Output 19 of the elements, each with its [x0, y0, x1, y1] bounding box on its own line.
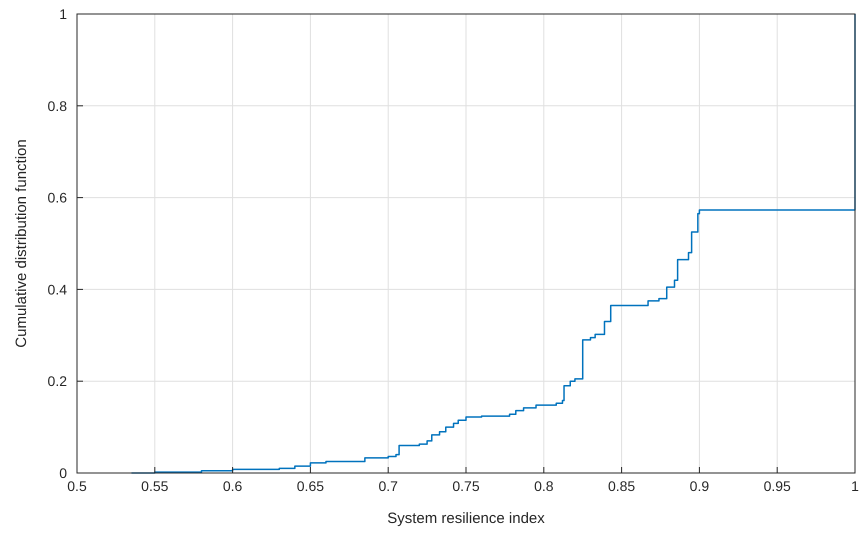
x-tick-label: 0.85	[608, 478, 636, 494]
x-tick-label: 0.5	[67, 478, 87, 494]
y-tick-label: 0.6	[48, 190, 68, 206]
x-tick-label: 1	[851, 478, 860, 494]
y-axis-title: Cumulative distribution function	[13, 139, 30, 348]
y-tick-label: 0.2	[48, 373, 68, 390]
y-tick-label: 0.4	[48, 281, 68, 298]
x-tick-label: 0.7	[378, 478, 398, 494]
x-tick-label: 0.9	[690, 478, 710, 494]
x-tick-label: 0.55	[141, 478, 169, 494]
x-tick-label: 0.95	[764, 478, 792, 494]
y-tick-label: 0	[59, 465, 68, 481]
x-tick-label: 0.65	[296, 478, 324, 494]
x-axis-title: System resilience index	[387, 510, 546, 527]
x-tick-label: 0.8	[534, 478, 554, 494]
x-tick-label: 0.75	[452, 478, 480, 494]
x-tick-label: 0.6	[222, 478, 243, 494]
y-tick-label: 1	[59, 6, 68, 22]
y-tick-label: 0.8	[48, 98, 68, 114]
